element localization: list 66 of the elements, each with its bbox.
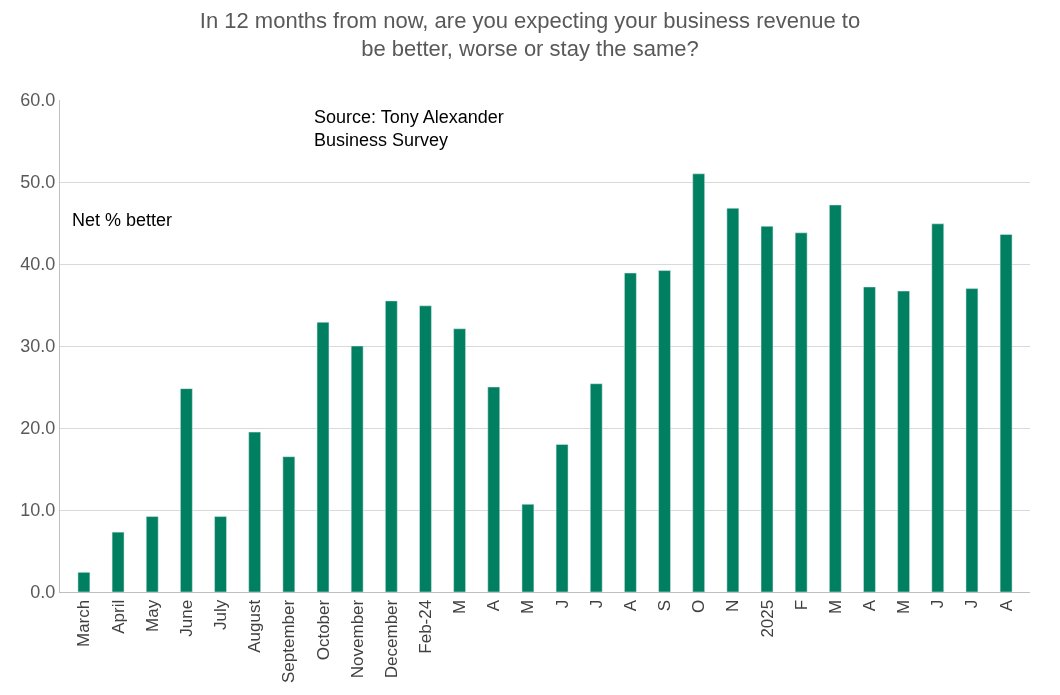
x-tick-label: 2025 <box>757 599 777 638</box>
bar <box>316 321 330 592</box>
x-tick-label: J <box>552 599 572 609</box>
annotation: Net % better <box>72 210 173 230</box>
bar <box>487 386 500 592</box>
bar <box>863 286 876 592</box>
bar <box>111 531 125 592</box>
bar <box>77 572 91 592</box>
y-tick-label: 50.0 <box>20 172 56 193</box>
bar <box>248 431 261 592</box>
bar <box>658 270 671 592</box>
bar <box>726 207 740 592</box>
x-tick-label: J <box>928 599 948 609</box>
x-tick-label: Feb-24 <box>415 599 435 654</box>
x-tick-label: September <box>279 599 299 683</box>
bar <box>760 226 774 592</box>
y-tick-label: 60.0 <box>20 90 56 111</box>
chart-title: In 12 months from now, are you expecting your business revenue to be better, worse or stay the same? <box>199 7 861 62</box>
x-tick-label: November <box>347 599 367 679</box>
bar <box>624 272 637 592</box>
bar <box>897 290 910 592</box>
x-tick-label: J <box>586 599 606 609</box>
bar <box>794 232 808 592</box>
annotation: Source: Tony Alexander Business Survey <box>314 107 504 151</box>
bar <box>180 388 193 592</box>
x-tick-label: F <box>791 599 811 611</box>
bar <box>385 300 398 592</box>
x-tick-label: M <box>518 599 538 614</box>
x-tick-label: March <box>74 599 94 648</box>
x-tick-label: April <box>108 599 128 634</box>
bar <box>590 383 603 592</box>
bar <box>692 173 705 592</box>
x-tick-label: A <box>620 599 640 612</box>
x-tick-label: J <box>962 599 982 609</box>
bar <box>999 234 1013 592</box>
bar <box>350 345 364 592</box>
y-tick-label: 10.0 <box>20 500 56 521</box>
x-tick-label: June <box>176 599 196 637</box>
x-tick-label: M <box>825 599 845 614</box>
x-tick-label: October <box>313 599 333 661</box>
bar <box>555 444 569 592</box>
y-tick-label: 20.0 <box>20 418 56 439</box>
x-tick-label: S <box>655 599 675 612</box>
bar <box>521 504 535 592</box>
bar <box>419 305 432 592</box>
x-tick-label: August <box>245 599 265 653</box>
bar <box>965 288 979 592</box>
y-tick-label: 0.0 <box>30 582 56 603</box>
x-tick-label: N <box>723 599 743 613</box>
y-tick-label: 40.0 <box>20 254 56 275</box>
x-tick-label: M <box>894 599 914 614</box>
bar <box>282 456 296 592</box>
x-tick-label: December <box>381 599 401 679</box>
x-tick-label: O <box>689 599 709 614</box>
x-tick-label: A <box>484 599 504 612</box>
bar <box>214 516 227 592</box>
bar <box>931 223 945 592</box>
bar <box>453 328 466 592</box>
y-tick-label: 30.0 <box>20 336 56 357</box>
x-tick-label: May <box>142 599 162 632</box>
x-tick-label: A <box>996 599 1016 612</box>
bar <box>145 516 159 592</box>
x-tick-label: A <box>859 599 879 612</box>
x-tick-label: M <box>450 599 470 614</box>
x-tick-label: July <box>211 599 231 631</box>
bar <box>829 204 842 592</box>
